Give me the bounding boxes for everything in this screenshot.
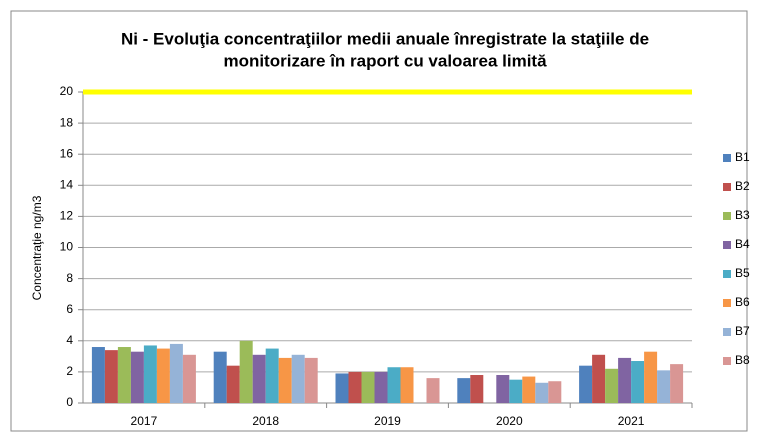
y-tick-label: 18 — [60, 115, 74, 129]
y-tick-label: 10 — [60, 240, 74, 254]
legend-label: B8 — [735, 353, 750, 367]
bar — [213, 351, 227, 403]
bar — [156, 348, 170, 403]
bar — [117, 347, 131, 403]
bar — [278, 357, 292, 403]
bar — [104, 350, 118, 403]
legend-swatch — [723, 212, 731, 220]
bar — [226, 365, 240, 403]
legend-label: B4 — [735, 237, 750, 251]
y-tick-label: 12 — [60, 209, 74, 223]
legend-label: B1 — [735, 150, 750, 164]
x-tick-label: 2021 — [618, 414, 645, 428]
legend-label: B7 — [735, 324, 750, 338]
bar — [592, 354, 606, 403]
bar — [335, 373, 349, 403]
bar — [579, 365, 593, 403]
bar — [169, 343, 183, 403]
bar — [470, 375, 484, 403]
y-tick-label: 4 — [66, 333, 73, 347]
bar — [548, 381, 562, 403]
bar — [252, 354, 266, 403]
legend-label: B2 — [735, 179, 750, 193]
legend-swatch — [723, 241, 731, 249]
legend-swatch — [723, 154, 731, 162]
bar — [400, 367, 414, 403]
chart-title: monitorizare în raport cu valoarea limit… — [223, 51, 547, 70]
x-tick-label: 2020 — [496, 414, 523, 428]
chart-title: Ni - Evoluţia concentraţiilor medii anua… — [121, 29, 649, 48]
legend-swatch — [723, 270, 731, 278]
bar — [130, 351, 144, 403]
x-tick-label: 2019 — [374, 414, 401, 428]
bar — [657, 370, 671, 403]
bar — [374, 371, 388, 403]
legend-label: B5 — [735, 266, 750, 280]
legend-label: B6 — [735, 295, 750, 309]
bar — [644, 351, 658, 403]
bar — [426, 378, 440, 403]
bar — [265, 348, 279, 403]
bar — [348, 371, 362, 403]
y-tick-label: 0 — [66, 395, 73, 409]
bar — [509, 379, 523, 403]
y-tick-label: 8 — [66, 271, 73, 285]
y-tick-label: 16 — [60, 146, 74, 160]
y-axis-label: Concentraţie ng/m3 — [30, 195, 44, 300]
bar — [522, 376, 536, 403]
bar — [618, 357, 632, 403]
bar — [670, 364, 684, 403]
bar — [535, 382, 549, 403]
y-tick-label: 2 — [66, 364, 73, 378]
bar — [457, 378, 471, 403]
legend-swatch — [723, 299, 731, 307]
bar — [361, 371, 375, 403]
bar — [496, 375, 510, 403]
legend-swatch — [723, 357, 731, 365]
bar — [182, 354, 196, 403]
bar — [91, 347, 105, 403]
legend-swatch — [723, 328, 731, 336]
y-tick-label: 6 — [66, 302, 73, 316]
legend-label: B3 — [735, 208, 750, 222]
bar — [291, 354, 305, 403]
bar — [605, 368, 619, 403]
bar — [239, 340, 253, 403]
x-tick-label: 2018 — [252, 414, 279, 428]
y-tick-label: 14 — [60, 177, 74, 191]
bar — [387, 367, 401, 403]
legend-swatch — [723, 183, 731, 191]
bar — [304, 357, 318, 403]
bar — [143, 345, 157, 403]
bar — [631, 361, 645, 403]
x-tick-label: 2017 — [131, 414, 158, 428]
y-tick-label: 20 — [60, 84, 74, 98]
